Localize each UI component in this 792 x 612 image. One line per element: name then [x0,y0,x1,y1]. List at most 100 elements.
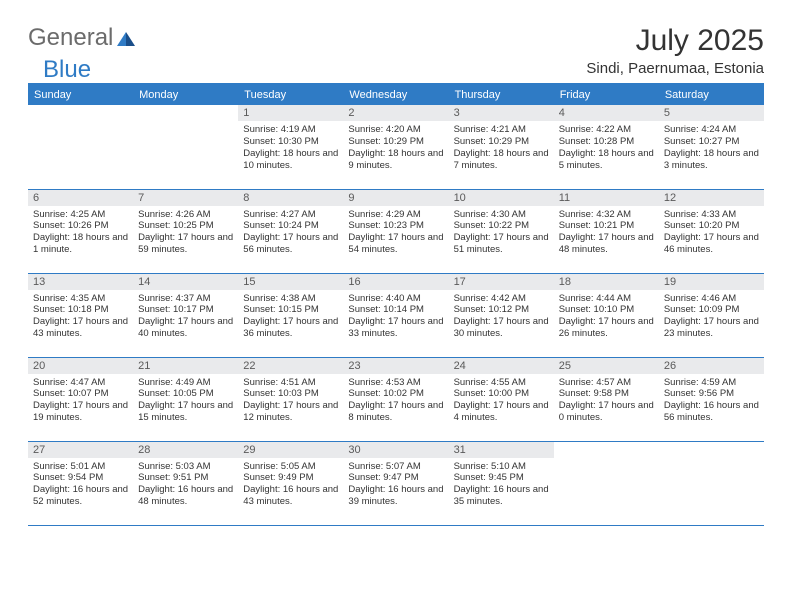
calendar-day-cell: 9Sunrise: 4:29 AMSunset: 10:23 PMDayligh… [343,189,448,273]
calendar-day-cell: 1Sunrise: 4:19 AMSunset: 10:30 PMDayligh… [238,105,343,189]
calendar-day-cell: 26Sunrise: 4:59 AMSunset: 9:56 PMDayligh… [659,357,764,441]
day-details: Sunrise: 4:44 AMSunset: 10:10 PMDaylight… [554,290,659,345]
day-details: Sunrise: 4:27 AMSunset: 10:24 PMDaylight… [238,206,343,261]
day-number: 28 [133,442,238,458]
day-number: 27 [28,442,133,458]
calendar-day-cell: 22Sunrise: 4:51 AMSunset: 10:03 PMDaylig… [238,357,343,441]
calendar-day-cell: 15Sunrise: 4:38 AMSunset: 10:15 PMDaylig… [238,273,343,357]
calendar-table: SundayMondayTuesdayWednesdayThursdayFrid… [28,85,764,526]
calendar-day-cell: 23Sunrise: 4:53 AMSunset: 10:02 PMDaylig… [343,357,448,441]
day-number: 16 [343,274,448,290]
day-number: 8 [238,190,343,206]
weekday-header: Monday [133,85,238,105]
day-number: 1 [238,105,343,121]
day-number: 25 [554,358,659,374]
day-details: Sunrise: 4:46 AMSunset: 10:09 PMDaylight… [659,290,764,345]
day-details: Sunrise: 4:29 AMSunset: 10:23 PMDaylight… [343,206,448,261]
day-number: 31 [449,442,554,458]
calendar-day-cell: 14Sunrise: 4:37 AMSunset: 10:17 PMDaylig… [133,273,238,357]
day-details: Sunrise: 4:40 AMSunset: 10:14 PMDaylight… [343,290,448,345]
calendar-week-row: 27Sunrise: 5:01 AMSunset: 9:54 PMDayligh… [28,441,764,525]
calendar-day-cell: 17Sunrise: 4:42 AMSunset: 10:12 PMDaylig… [449,273,554,357]
day-details: Sunrise: 4:26 AMSunset: 10:25 PMDaylight… [133,206,238,261]
day-number: 13 [28,274,133,290]
day-details: Sunrise: 4:42 AMSunset: 10:12 PMDaylight… [449,290,554,345]
day-details: Sunrise: 5:10 AMSunset: 9:45 PMDaylight:… [449,458,554,513]
calendar-empty-cell [28,105,133,189]
day-number: 3 [449,105,554,121]
day-number: 18 [554,274,659,290]
calendar-day-cell: 20Sunrise: 4:47 AMSunset: 10:07 PMDaylig… [28,357,133,441]
calendar-day-cell: 6Sunrise: 4:25 AMSunset: 10:26 PMDayligh… [28,189,133,273]
calendar-day-cell: 12Sunrise: 4:33 AMSunset: 10:20 PMDaylig… [659,189,764,273]
calendar-day-cell: 4Sunrise: 4:22 AMSunset: 10:28 PMDayligh… [554,105,659,189]
day-details: Sunrise: 5:07 AMSunset: 9:47 PMDaylight:… [343,458,448,513]
day-details: Sunrise: 4:32 AMSunset: 10:21 PMDaylight… [554,206,659,261]
calendar-day-cell: 16Sunrise: 4:40 AMSunset: 10:14 PMDaylig… [343,273,448,357]
day-details: Sunrise: 5:05 AMSunset: 9:49 PMDaylight:… [238,458,343,513]
calendar-day-cell: 29Sunrise: 5:05 AMSunset: 9:49 PMDayligh… [238,441,343,525]
weekday-header: Wednesday [343,85,448,105]
calendar-day-cell: 30Sunrise: 5:07 AMSunset: 9:47 PMDayligh… [343,441,448,525]
day-number: 30 [343,442,448,458]
header: General July 2025 Sindi, Paernumaa, Esto… [28,24,764,77]
day-number: 4 [554,105,659,121]
calendar-head: SundayMondayTuesdayWednesdayThursdayFrid… [28,85,764,105]
day-details: Sunrise: 4:53 AMSunset: 10:02 PMDaylight… [343,374,448,429]
day-number: 29 [238,442,343,458]
day-details: Sunrise: 4:49 AMSunset: 10:05 PMDaylight… [133,374,238,429]
calendar-week-row: 1Sunrise: 4:19 AMSunset: 10:30 PMDayligh… [28,105,764,189]
calendar-day-cell: 25Sunrise: 4:57 AMSunset: 9:58 PMDayligh… [554,357,659,441]
day-details: Sunrise: 4:55 AMSunset: 10:00 PMDaylight… [449,374,554,429]
day-number: 5 [659,105,764,121]
day-number: 19 [659,274,764,290]
month-title: July 2025 [586,24,764,58]
logo: General [28,24,136,52]
day-details: Sunrise: 5:01 AMSunset: 9:54 PMDaylight:… [28,458,133,513]
day-number: 7 [133,190,238,206]
day-details: Sunrise: 4:24 AMSunset: 10:27 PMDaylight… [659,121,764,176]
calendar-empty-cell [659,441,764,525]
weekday-header: Friday [554,85,659,105]
calendar-empty-cell [554,441,659,525]
calendar-week-row: 6Sunrise: 4:25 AMSunset: 10:26 PMDayligh… [28,189,764,273]
day-details: Sunrise: 4:20 AMSunset: 10:29 PMDaylight… [343,121,448,176]
calendar-day-cell: 3Sunrise: 4:21 AMSunset: 10:29 PMDayligh… [449,105,554,189]
weekday-header: Sunday [28,85,133,105]
calendar-day-cell: 24Sunrise: 4:55 AMSunset: 10:00 PMDaylig… [449,357,554,441]
calendar-day-cell: 8Sunrise: 4:27 AMSunset: 10:24 PMDayligh… [238,189,343,273]
logo-text-left: General [28,24,113,52]
calendar-day-cell: 5Sunrise: 4:24 AMSunset: 10:27 PMDayligh… [659,105,764,189]
logo-mark-icon [116,29,136,49]
calendar-day-cell: 11Sunrise: 4:32 AMSunset: 10:21 PMDaylig… [554,189,659,273]
day-details: Sunrise: 5:03 AMSunset: 9:51 PMDaylight:… [133,458,238,513]
calendar-day-cell: 13Sunrise: 4:35 AMSunset: 10:18 PMDaylig… [28,273,133,357]
day-details: Sunrise: 4:37 AMSunset: 10:17 PMDaylight… [133,290,238,345]
day-number: 6 [28,190,133,206]
day-details: Sunrise: 4:19 AMSunset: 10:30 PMDaylight… [238,121,343,176]
day-number: 14 [133,274,238,290]
day-details: Sunrise: 4:35 AMSunset: 10:18 PMDaylight… [28,290,133,345]
calendar-day-cell: 7Sunrise: 4:26 AMSunset: 10:25 PMDayligh… [133,189,238,273]
calendar-week-row: 13Sunrise: 4:35 AMSunset: 10:18 PMDaylig… [28,273,764,357]
day-details: Sunrise: 4:25 AMSunset: 10:26 PMDaylight… [28,206,133,261]
calendar-day-cell: 19Sunrise: 4:46 AMSunset: 10:09 PMDaylig… [659,273,764,357]
day-details: Sunrise: 4:21 AMSunset: 10:29 PMDaylight… [449,121,554,176]
day-number: 20 [28,358,133,374]
title-block: July 2025 Sindi, Paernumaa, Estonia [586,24,764,77]
day-number: 9 [343,190,448,206]
calendar-week-row: 20Sunrise: 4:47 AMSunset: 10:07 PMDaylig… [28,357,764,441]
day-number: 10 [449,190,554,206]
logo-text-right: Blue [43,56,91,84]
day-number: 22 [238,358,343,374]
day-details: Sunrise: 4:22 AMSunset: 10:28 PMDaylight… [554,121,659,176]
location-text: Sindi, Paernumaa, Estonia [586,60,764,77]
calendar-day-cell: 27Sunrise: 5:01 AMSunset: 9:54 PMDayligh… [28,441,133,525]
calendar-day-cell: 10Sunrise: 4:30 AMSunset: 10:22 PMDaylig… [449,189,554,273]
weekday-header: Saturday [659,85,764,105]
day-number: 11 [554,190,659,206]
day-number: 23 [343,358,448,374]
day-number: 26 [659,358,764,374]
day-number: 12 [659,190,764,206]
day-number: 24 [449,358,554,374]
